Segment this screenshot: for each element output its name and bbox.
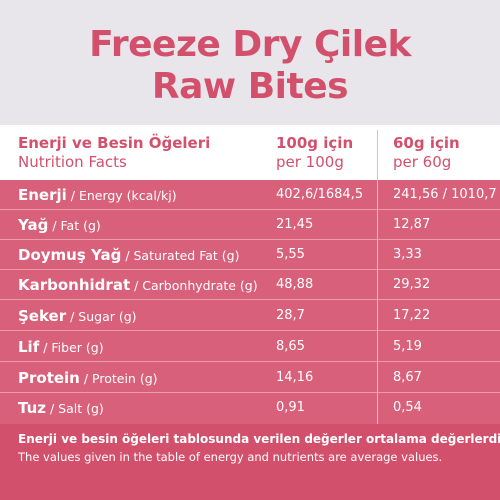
header-label-column: Enerji ve Besin Öğeleri Nutrition Facts [18,134,268,178]
table-row-fat: Yağ / Fat (g) 21,45 12,87 [0,210,500,240]
row-value-60g: 17,22 [393,308,431,323]
row-label: Protein / Protein (g) [18,368,158,387]
row-label-en: / Fat (g) [48,218,101,233]
row-label-tr: Lif [18,338,40,356]
row-value-60g: 5,19 [393,339,422,354]
table-row-saturated-fat: Doymuş Yağ / Saturated Fat (g) 5,55 3,33 [0,240,500,270]
table-row-salt: Tuz / Salt (g) 0,91 0,54 [0,393,500,423]
table-row-energy: Enerji / Energy (kcal/kj) 402,6/1684,5 2… [0,180,500,210]
product-title-line1: Freeze Dry Çilek [89,24,411,65]
header-title-en: Nutrition Facts [18,153,127,171]
header-col2-en: per 60g [393,153,452,171]
table-row-carbohydrate: Karbonhidrat / Carbonhydrate (g) 48,88 2… [0,270,500,300]
footer-note: Enerji ve besin öğeleri tablosunda veril… [0,424,500,500]
product-title-line2: Raw Bites [151,66,349,107]
row-label: Tuz / Salt (g) [18,398,104,417]
nutrition-table: Enerji / Energy (kcal/kj) 402,6/1684,5 2… [0,180,500,424]
row-label-tr: Protein [18,369,80,387]
row-label-tr: Şeker [18,307,67,325]
row-value-60g: 3,33 [393,247,422,262]
row-value-60g: 29,32 [393,277,431,292]
footer-note-tr: Enerji ve besin öğeleri tablosunda veril… [18,432,500,446]
row-value-100g: 14,16 [276,370,314,385]
row-value-100g: 8,65 [276,339,305,354]
row-value-100g: 28,7 [276,308,305,323]
row-label-en: / Salt (g) [46,401,104,416]
row-value-60g: 8,67 [393,370,422,385]
row-label-en: / Energy (kcal/kj) [66,188,177,203]
table-row-protein: Protein / Protein (g) 14,16 8,67 [0,363,500,393]
header-title-tr: Enerji ve Besin Öğeleri [18,134,211,152]
row-value-100g: 0,91 [276,400,305,415]
row-label-en: / Sugar (g) [66,309,137,324]
header-col1-tr: 100g için [276,134,354,152]
table-row-sugar: Şeker / Sugar (g) 28,7 17,22 [0,301,500,331]
column-divider [377,130,378,424]
row-label: Şeker / Sugar (g) [18,306,137,325]
row-label-tr: Doymuş Yağ [18,246,122,264]
table-row-fiber: Lif / Fiber (g) 8,65 5,19 [0,332,500,362]
row-label-en: / Protein (g) [79,371,158,386]
row-value-60g: 12,87 [393,217,431,232]
row-value-60g: 241,56 / 1010,7 [393,187,497,202]
header-per-100g: 100g için per 100g [276,134,376,178]
row-value-100g: 48,88 [276,277,314,292]
row-label-tr: Enerji [18,186,67,204]
row-label: Yağ / Fat (g) [18,215,101,234]
header-col1-en: per 100g [276,153,344,171]
row-value-100g: 402,6/1684,5 [276,187,364,202]
row-label-en: / Fiber (g) [39,340,104,355]
header-per-60g: 60g için per 60g [393,134,493,178]
row-value-100g: 5,55 [276,247,305,262]
row-value-60g: 0,54 [393,400,422,415]
row-label: Lif / Fiber (g) [18,337,104,356]
row-value-100g: 21,45 [276,217,314,232]
row-label-tr: Tuz [18,399,46,417]
row-label: Karbonhidrat / Carbonhydrate (g) [18,275,258,294]
row-label: Enerji / Energy (kcal/kj) [18,185,177,204]
row-label-tr: Yağ [18,216,49,234]
title-band [0,0,500,125]
row-label: Doymuş Yağ / Saturated Fat (g) [18,245,239,264]
row-label-tr: Karbonhidrat [18,276,131,294]
row-label-en: / Saturated Fat (g) [121,248,240,263]
row-label-en: / Carbonhydrate (g) [130,278,258,293]
header-col2-tr: 60g için [393,134,460,152]
footer-note-en: The values given in the table of energy … [18,450,443,464]
